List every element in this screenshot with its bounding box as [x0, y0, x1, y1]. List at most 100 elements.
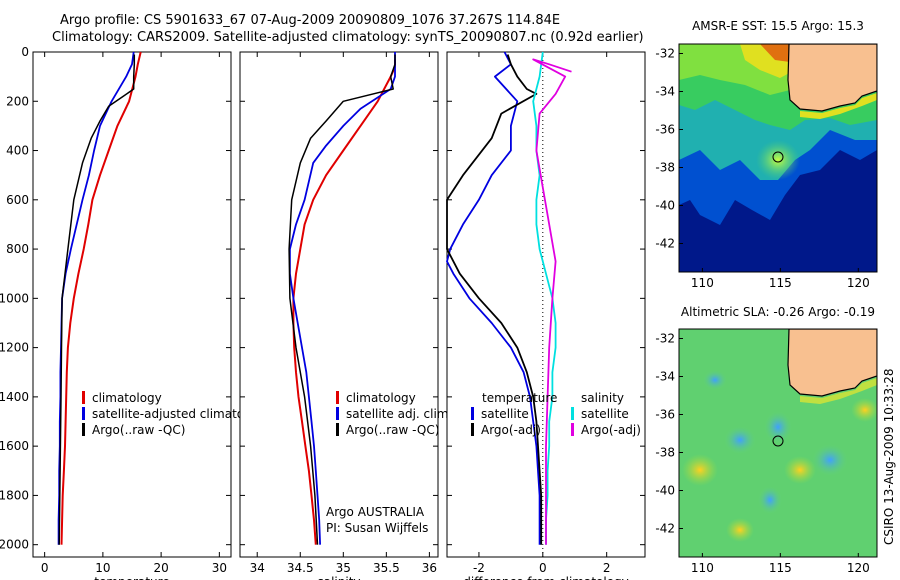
legend-label: climatology — [346, 391, 416, 405]
plot-frame — [239, 51, 439, 558]
map-x-tick-label: 120 — [847, 276, 870, 290]
legend-label: Argo(-adj) — [481, 423, 541, 437]
legend-label: satellite adj. clim. — [346, 407, 452, 421]
sst-map-argo-marker — [772, 151, 784, 163]
series-line — [60, 51, 142, 545]
series-line — [532, 58, 572, 545]
legend-label: Argo(-adj) — [581, 423, 641, 437]
sla-map-yellow-anomaly — [784, 456, 816, 484]
x-tick-label: 20 — [153, 561, 168, 575]
sst-map: AMSR-E SST: 15.5 Argo: 15.3 110 115 120 -32… — [655, 19, 878, 290]
map-y-tick-label: -32 — [655, 47, 675, 61]
sla-map-yellow-anomaly — [851, 398, 877, 422]
x-tick-label: 34 — [250, 561, 265, 575]
y-tick-label: 2000 — [0, 538, 29, 552]
sla-map-blue-anomaly — [724, 426, 756, 454]
series-line — [288, 52, 396, 545]
sla-map-yellow-anomaly — [726, 518, 754, 542]
side-stamp: CSIRO 13-Aug-2009 10:33:28 — [882, 369, 896, 545]
map-x-tick-label: 115 — [769, 561, 792, 575]
difference-panel: -2 0 2difference from climatology temperatu… — [446, 51, 646, 580]
sla-map-blue-anomaly — [703, 370, 727, 390]
sst-map-land — [787, 44, 877, 112]
series-line — [446, 51, 541, 545]
temperature-panel: 0 10 20 30 0 200 400 600 800 1000 1200 1400 1600 1800… — [0, 45, 270, 580]
legend-swatch — [82, 391, 85, 404]
y-tick-label: 1200 — [0, 341, 29, 355]
figure-title-line2: Climatology: CARS2009. Satellite-adjuste… — [52, 30, 644, 45]
salinity-panel: 34 34.5 35 35.5 36 salinity climatology satelli… — [239, 51, 452, 580]
sst-map-frame — [678, 43, 878, 273]
legend-label: satellite-adjusted climatology — [92, 407, 270, 421]
y-tick-label: 600 — [6, 193, 29, 207]
legend-swatch — [336, 423, 339, 436]
panel-annotation: PI: Susan Wijffels — [326, 521, 428, 535]
y-tick-label: 1400 — [0, 390, 29, 404]
map-y-tick-label: -38 — [655, 446, 675, 460]
sla-map-blue-anomaly — [812, 444, 848, 476]
x-tick-label: 35 — [336, 561, 351, 575]
legend-swatch — [471, 407, 474, 420]
legend-swatch — [471, 423, 474, 436]
map-x-tick-label: 120 — [847, 561, 870, 575]
sla-map-coastal-strip — [800, 378, 877, 404]
sla-map-title: Altimetric SLA: -0.26 Argo: -0.19 — [681, 305, 875, 319]
map-y-tick-label: -34 — [655, 85, 675, 99]
map-y-tick-label: -32 — [655, 332, 675, 346]
figure-title-line1: Argo profile: CS 5901633_67 07-Aug-2009 … — [60, 13, 560, 28]
y-tick-label: 400 — [6, 144, 29, 158]
sla-map-frame — [678, 328, 878, 558]
x-tick-label: 30 — [212, 561, 227, 575]
map-y-tick-label: -42 — [655, 237, 675, 251]
legend-label: satellite — [581, 407, 629, 421]
legend-title: salinity — [581, 391, 624, 405]
sst-map-coastal-warm-strip — [800, 93, 877, 119]
legend-label: climatology — [92, 391, 162, 405]
map-y-tick-label: -42 — [655, 522, 675, 536]
map-x-tick-label: 110 — [691, 561, 714, 575]
series-line — [446, 54, 543, 545]
x-tick-label: -2 — [473, 561, 485, 575]
map-y-tick-label: -40 — [655, 484, 675, 498]
y-tick-label: 200 — [6, 94, 29, 108]
legend-label: satellite — [481, 407, 529, 421]
map-y-tick-label: -38 — [655, 161, 675, 175]
sla-map: Altimetric SLA: -0.26 Argo: -0.19 110 115… — [655, 305, 878, 575]
x-tick-label: 10 — [95, 561, 110, 575]
legend-swatch — [336, 391, 339, 404]
sst-map-northern-orange-water — [760, 44, 790, 62]
map-y-tick-label: -36 — [655, 123, 675, 137]
x-axis-label: salinity — [317, 575, 360, 580]
y-tick-label: 800 — [6, 242, 29, 256]
map-y-tick-label: -34 — [655, 370, 675, 384]
y-tick-label: 0 — [21, 45, 29, 59]
map-x-tick-label: 115 — [769, 276, 792, 290]
series-line — [288, 54, 396, 545]
x-axis-label: difference from climatology — [463, 575, 629, 580]
legend-swatch — [336, 407, 339, 420]
series-line — [292, 59, 396, 545]
x-tick-label: 0 — [539, 561, 547, 575]
sla-map-land — [787, 329, 877, 397]
plot-frame — [32, 51, 232, 558]
y-tick-label: 1800 — [0, 488, 29, 502]
x-tick-label: 34.5 — [287, 561, 314, 575]
x-tick-label: 2 — [603, 561, 611, 575]
sla-map-argo-marker — [772, 435, 784, 447]
y-tick-label: 1000 — [0, 291, 29, 305]
legend-swatch — [571, 423, 574, 436]
x-axis-label: temperature — [94, 575, 169, 580]
legend-swatch — [82, 407, 85, 420]
sla-map-yellow-anomaly — [682, 454, 718, 486]
map-y-tick-label: -36 — [655, 408, 675, 422]
legend-swatch — [82, 423, 85, 436]
x-tick-label: 0 — [41, 561, 49, 575]
sla-map-blue-anomaly — [764, 411, 792, 443]
legend-title: temperature — [482, 391, 557, 405]
sla-map-blue-anomaly — [758, 486, 782, 514]
series-line — [58, 54, 136, 545]
y-tick-label: 1600 — [0, 439, 29, 453]
x-tick-label: 35.5 — [373, 561, 400, 575]
sst-map-warm-blob — [756, 140, 800, 180]
panel-annotation: Argo AUSTRALIA — [326, 505, 425, 519]
